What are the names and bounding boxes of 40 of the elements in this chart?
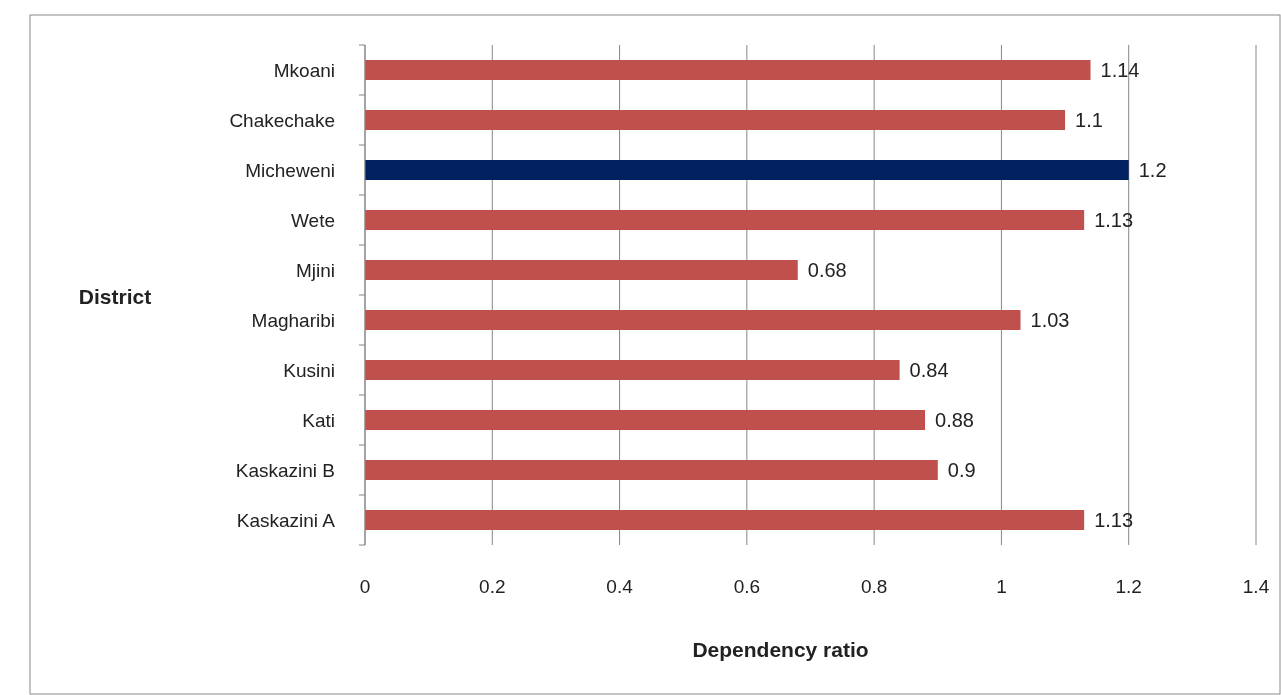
bar xyxy=(365,510,1085,530)
x-tick-label: 0.8 xyxy=(860,576,888,597)
y-tick-label: Micheweni xyxy=(245,159,335,181)
y-tick-label: Mkoani xyxy=(273,59,335,81)
y-tick-label: Kaskazini A xyxy=(236,509,336,531)
data-label: 1.1 xyxy=(1075,109,1103,131)
bar xyxy=(365,260,798,280)
data-label: 1.03 xyxy=(1030,309,1070,331)
x-tick-label: 0.4 xyxy=(606,576,634,597)
data-label: 0.9 xyxy=(947,459,976,481)
bar xyxy=(365,310,1021,330)
y-tick-label: Magharibi xyxy=(251,309,335,331)
bar xyxy=(365,360,900,380)
data-label: 1.13 xyxy=(1094,209,1134,231)
bar xyxy=(365,60,1091,80)
data-label: 1.2 xyxy=(1138,159,1167,181)
y-tick-label: Chakechake xyxy=(229,109,335,131)
data-label: 0.68 xyxy=(807,259,847,281)
data-label: 0.88 xyxy=(935,409,974,431)
bar xyxy=(365,410,926,430)
x-axis-title: Dependency ratio xyxy=(692,638,869,661)
bar xyxy=(365,110,1066,130)
data-label: 0.84 xyxy=(909,359,949,381)
bar xyxy=(365,460,938,480)
x-tick-label: 1.2 xyxy=(1115,576,1142,597)
y-tick-label: Kaskazini B xyxy=(235,459,335,481)
y-tick-label: Kati xyxy=(302,409,335,431)
x-tick-label: 0.2 xyxy=(479,576,506,597)
x-tick-label: 1 xyxy=(996,576,1007,597)
x-tick-label: 1.4 xyxy=(1242,576,1270,597)
y-axis-title: District xyxy=(78,285,152,309)
data-label: 1.14 xyxy=(1100,59,1140,81)
y-tick-label: Kusini xyxy=(283,359,335,381)
data-label: 1.13 xyxy=(1094,509,1134,531)
bar xyxy=(365,160,1129,180)
x-tick-label: 0.6 xyxy=(733,576,761,597)
y-tick-label: Mjini xyxy=(295,259,335,281)
bar xyxy=(365,210,1085,230)
y-tick-label: Wete xyxy=(290,209,335,231)
x-tick-label: 0 xyxy=(359,576,371,597)
